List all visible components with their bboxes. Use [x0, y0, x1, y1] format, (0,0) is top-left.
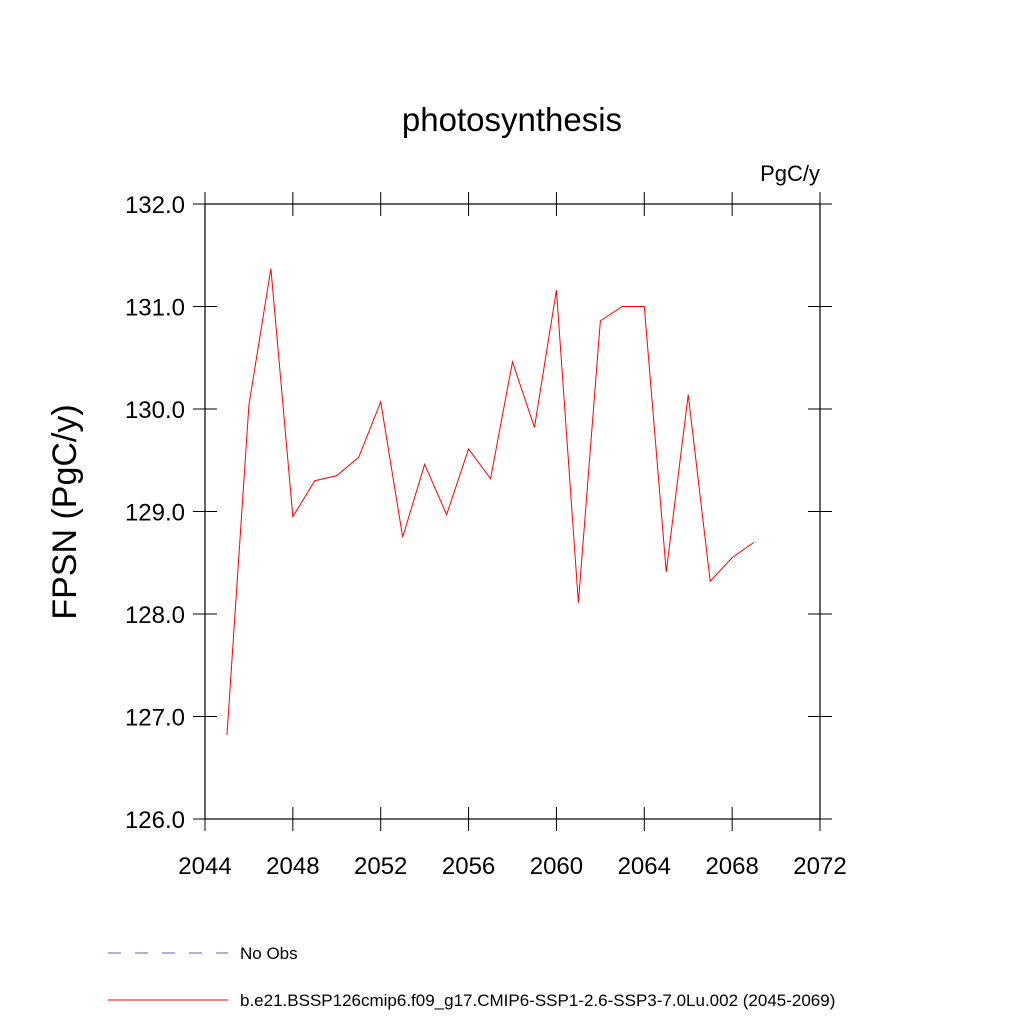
x-tick-label: 2072: [793, 853, 846, 880]
x-tick-label: 2052: [354, 853, 407, 880]
legend-label: No Obs: [240, 944, 298, 963]
x-tick-label: 2060: [530, 853, 583, 880]
data-line: [226, 268, 755, 735]
chart-title: photosynthesis: [402, 101, 622, 138]
y-tick-label: 129.0: [125, 500, 185, 527]
y-tick-label: 128.0: [125, 602, 185, 629]
y-tick-label: 132.0: [125, 192, 185, 219]
x-tick-label: 2056: [442, 853, 495, 880]
x-tick-label: 2048: [266, 853, 319, 880]
plot-frame: [204, 203, 821, 820]
x-tick-label: 2064: [618, 853, 671, 880]
legend-label: b.e21.BSSP126cmip6.f09_g17.CMIP6-SSP1-2.…: [240, 991, 835, 1010]
y-tick-label: 131.0: [125, 295, 185, 322]
x-tick-label: 2068: [705, 853, 758, 880]
y-tick-label: 130.0: [125, 397, 185, 424]
units-label: PgC/y: [760, 161, 820, 186]
y-tick-label: 127.0: [125, 705, 185, 732]
x-tick-label: 2044: [178, 853, 231, 880]
y-tick-label: 126.0: [125, 807, 185, 834]
y-axis-label: FPSN (PgC/y): [46, 404, 84, 619]
